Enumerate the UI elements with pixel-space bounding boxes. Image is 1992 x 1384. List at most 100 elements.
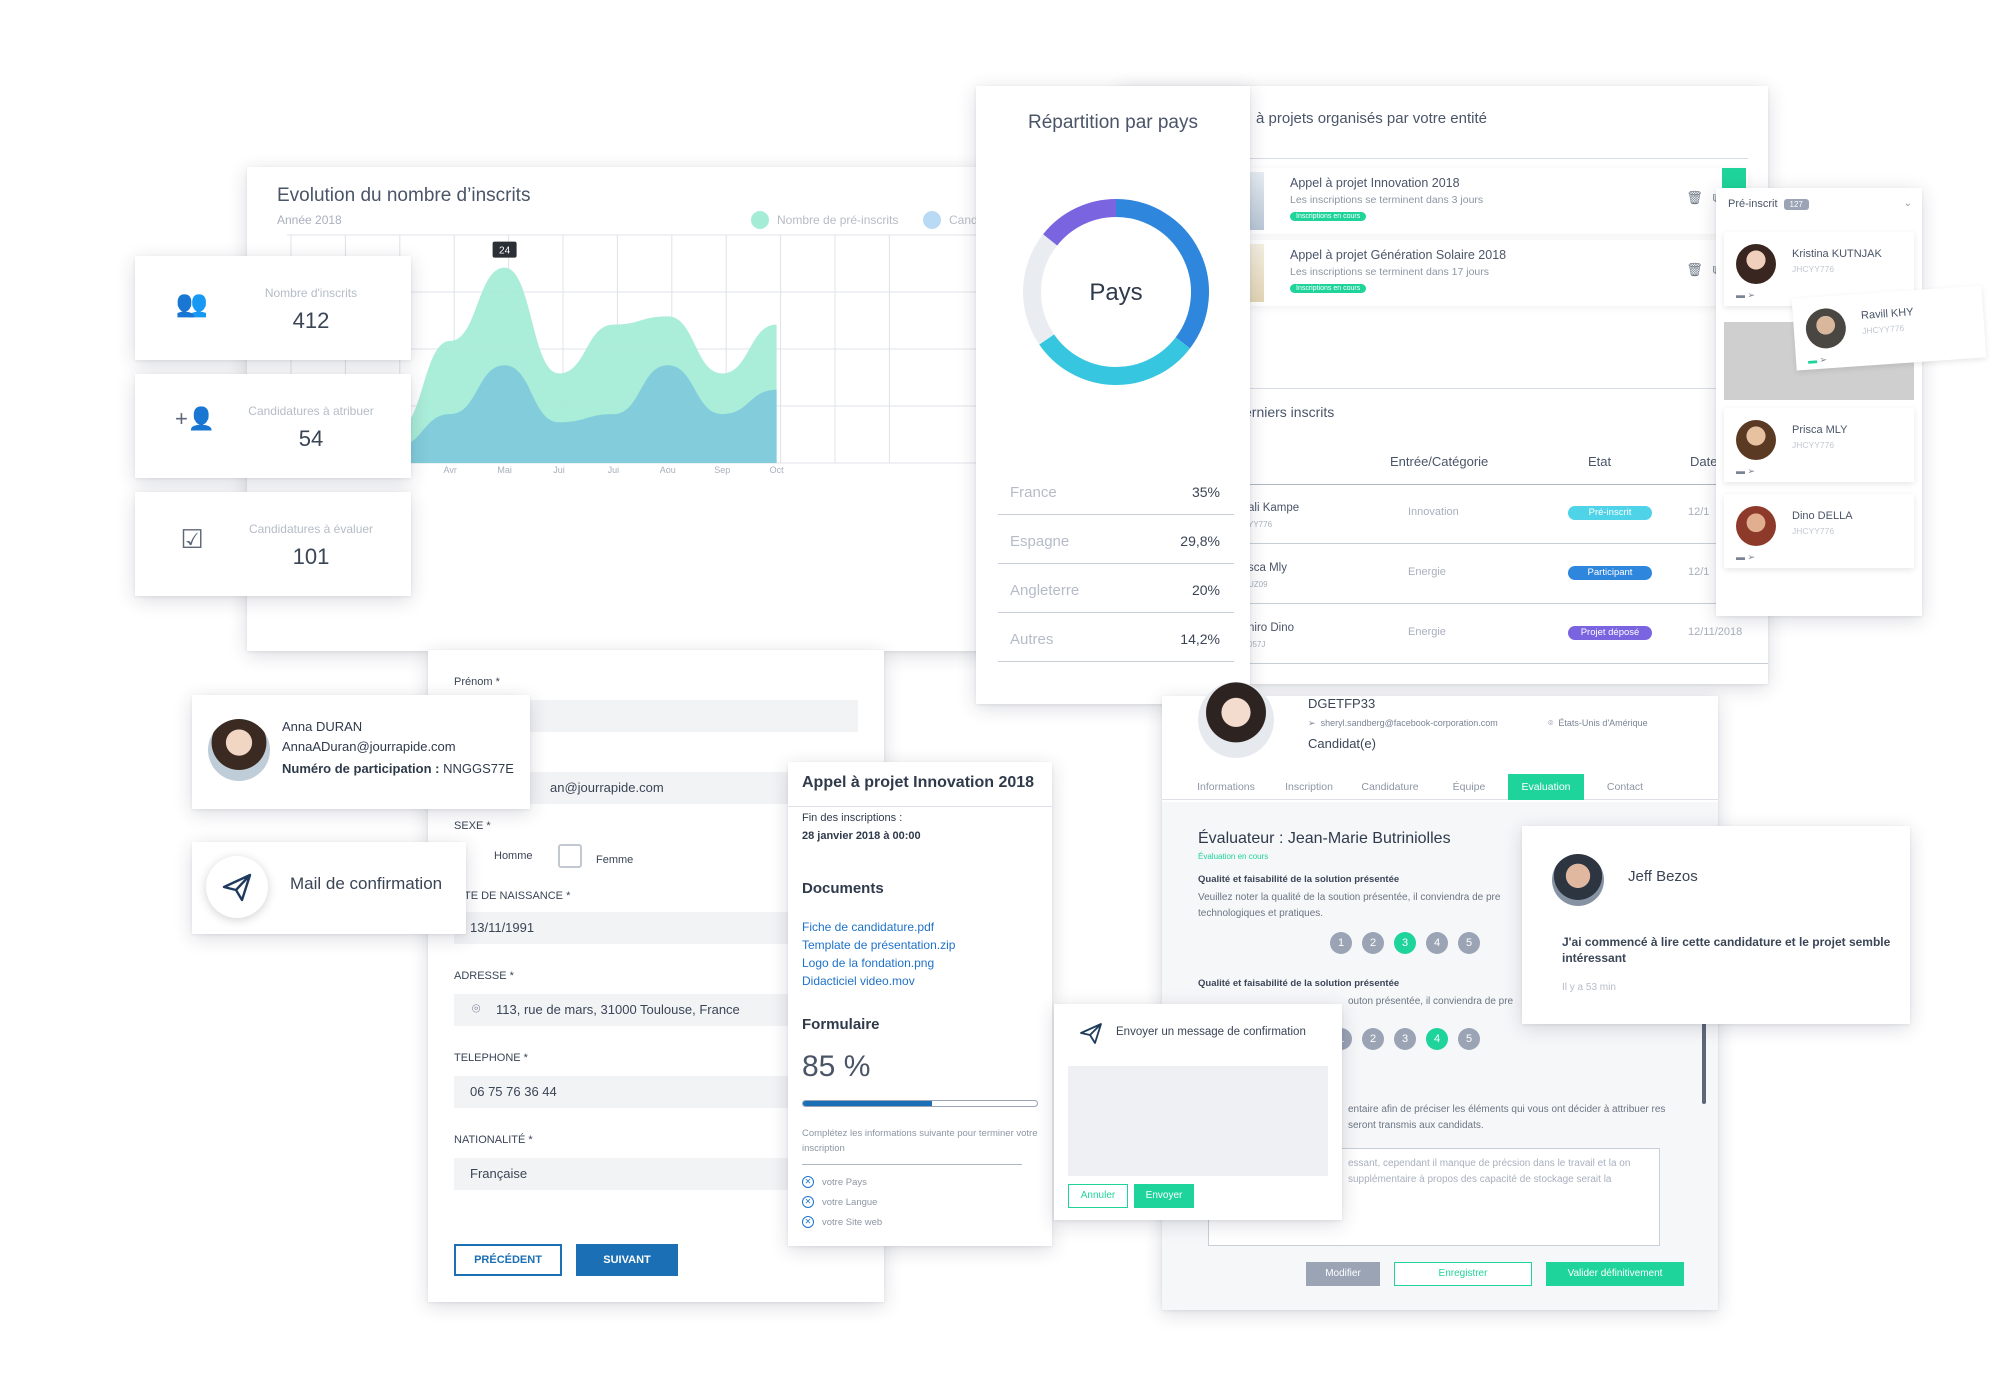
x-tick-label: Jui <box>608 465 620 475</box>
send-button[interactable]: Envoyer <box>1134 1184 1194 1208</box>
close-circle-icon: ✕ <box>802 1216 814 1228</box>
candidate-card[interactable]: Prisca MLY JHCYY776 ▬ ➢ <box>1724 408 1914 482</box>
tooltip-box <box>492 241 517 258</box>
candidate-card-dragging[interactable]: Ravill KHY JHCYY776 ▬ ➢ <box>1791 285 1987 371</box>
mail-confirmation-card[interactable]: Mail de confirmation <box>192 842 466 934</box>
country-name: Autres <box>1010 631 1054 648</box>
rating-option[interactable]: 4 <box>1426 932 1448 954</box>
project-deadline: Les inscriptions se terminent dans 17 jo… <box>1290 266 1490 278</box>
commenter-name: Jeff Bezos <box>1628 868 1698 885</box>
chat-icon[interactable]: ▬ <box>1736 290 1745 300</box>
close-circle-icon: ✕ <box>802 1176 814 1188</box>
send-icon-button[interactable] <box>206 856 268 918</box>
rating-option[interactable]: 5 <box>1458 1028 1480 1050</box>
validate-button[interactable]: Valider définitivement <box>1546 1262 1684 1286</box>
column-header-category[interactable]: Entrée/Catégorie <box>1390 454 1489 469</box>
requirement-label: votre Pays <box>822 1176 867 1188</box>
tab-evaluation[interactable]: Evaluation <box>1508 774 1584 800</box>
document-link[interactable]: Logo de la fondation.png <box>802 956 935 970</box>
rating-option[interactable]: 5 <box>1458 932 1480 954</box>
x-tick-label: Avr <box>444 465 457 475</box>
field-label: SEXE * <box>454 820 491 832</box>
chat-icon[interactable]: ▬ <box>1736 552 1745 562</box>
scrollbar[interactable] <box>1702 1014 1706 1104</box>
donut-center-label: Pays <box>1089 279 1142 306</box>
column-header-date[interactable]: Date <box>1690 454 1718 469</box>
requirement-item[interactable]: ✕ votre Site web <box>802 1216 882 1228</box>
next-button[interactable]: SUIVANT <box>576 1244 678 1276</box>
participation-value: NNGGS77E <box>443 761 514 776</box>
legend-item[interactable]: Nombre de pré-inscrits <box>751 211 898 229</box>
message-textarea[interactable] <box>1068 1066 1328 1176</box>
tab-equipe[interactable]: Équipe <box>1452 781 1486 793</box>
project-deadline: Les inscriptions se terminent dans 3 jou… <box>1290 194 1484 206</box>
tab-candidature[interactable]: Candidature <box>1361 781 1419 793</box>
rating-option[interactable]: 4 <box>1426 1028 1448 1050</box>
legend-item[interactable]: Cand <box>923 211 978 229</box>
table-row[interactable]: ali Kampe YY776 Innovation Pré-inscrit 1… <box>1248 486 1768 544</box>
kpi-label: Nombre d'inscrits <box>264 286 358 300</box>
kpi-value: 101 <box>292 544 330 569</box>
sidebar-filter[interactable]: Pré-inscrit 127 <box>1728 198 1809 210</box>
candidate-code: JHCYY776 <box>1792 264 1835 274</box>
field-label: ADRESSE * <box>454 970 514 982</box>
country-row: France 35% <box>998 466 1234 515</box>
country-name: Espagne <box>1010 533 1070 550</box>
femme-checkbox[interactable] <box>558 844 582 868</box>
tab-informations[interactable]: Informations <box>1197 781 1255 793</box>
previous-button[interactable]: PRÉCÉDENT <box>454 1244 562 1276</box>
close-circle-icon: ✕ <box>802 1196 814 1208</box>
send-icon[interactable]: ➢ <box>1819 354 1828 365</box>
rating-option[interactable]: 1 <box>1330 932 1352 954</box>
project-item-solaire[interactable]: Appel à projet Génération Solaire 2018 L… <box>1248 240 1748 306</box>
chat-icon[interactable]: ▬ <box>1807 355 1818 366</box>
kpi-card-attribuer[interactable]: +👤 Candidatures à atribuer 54 <box>135 374 411 478</box>
rating-option[interactable]: 3 <box>1394 932 1416 954</box>
send-icon[interactable]: ➢ <box>1747 552 1756 562</box>
candidate-location: ⌾ États-Unis d'Amérique <box>1548 718 1648 729</box>
field-label: NATIONALITÉ * <box>454 1134 533 1146</box>
chevron-down-icon[interactable]: ⌄ <box>1903 198 1912 209</box>
send-icon[interactable]: ➢ <box>1747 290 1756 300</box>
send-icon[interactable]: ➢ <box>1747 466 1756 476</box>
chat-icon[interactable]: ▬ <box>1736 466 1745 476</box>
document-link[interactable]: Template de présentation.zip <box>802 938 956 952</box>
candidate-name: Dino DELLA <box>1792 510 1853 522</box>
document-link[interactable]: Fiche de candidature.pdf <box>802 920 935 934</box>
kpi-card-inscrits[interactable]: 👥 Nombre d'inscrits 412 <box>135 256 411 360</box>
project-thumbnail <box>1248 172 1264 230</box>
avatar <box>1736 244 1776 284</box>
participation-label: Numéro de participation : <box>282 761 440 776</box>
table-row[interactable]: niro Dino 057J Energie Projet déposé 12/… <box>1248 606 1768 664</box>
location-text: États-Unis d'Amérique <box>1558 718 1648 728</box>
tab-inscription[interactable]: Inscription <box>1285 781 1333 793</box>
candidate-code: JHCYY776 <box>1792 526 1835 536</box>
candidate-role: Candidat(e) <box>1308 736 1376 751</box>
candidate-card[interactable]: Dino DELLA JHCYY776 ▬ ➢ <box>1724 494 1914 568</box>
requirement-item[interactable]: ✕ votre Pays <box>802 1176 867 1188</box>
row-category: Energie <box>1408 626 1446 638</box>
project-item-innovation[interactable]: Appel à projet Innovation 2018 Les inscr… <box>1248 168 1748 234</box>
trash-icon[interactable]: 🗑 <box>1686 190 1703 205</box>
rating-option[interactable]: 2 <box>1362 1028 1384 1050</box>
save-button[interactable]: Enregistrer <box>1394 1262 1532 1286</box>
trash-icon[interactable]: 🗑 <box>1686 262 1703 277</box>
kpi-card-evaluer[interactable]: ☑ Candidatures à évaluer 101 <box>135 492 411 596</box>
column-header-status[interactable]: Etat <box>1588 454 1612 469</box>
tooltip-label: 24 <box>499 246 511 257</box>
modify-button[interactable]: Modifier <box>1306 1262 1380 1286</box>
country-name: Angleterre <box>1010 582 1080 599</box>
comment-time: Il y a 53 min <box>1562 982 1616 993</box>
table-row[interactable]: sca Mly UZ09 Energie Participant 12/1 <box>1248 546 1768 604</box>
participant-email: AnnaADuran@jourrapide.com <box>282 739 456 754</box>
document-link[interactable]: Didacticiel video.mov <box>802 974 915 988</box>
cancel-button[interactable]: Annuler <box>1068 1184 1128 1208</box>
rating-option[interactable]: 3 <box>1394 1028 1416 1050</box>
divider <box>1248 158 1748 159</box>
requirement-item[interactable]: ✕ votre Langue <box>802 1196 877 1208</box>
status-badge: Projet déposé <box>1568 626 1652 640</box>
rating-option[interactable]: 2 <box>1362 932 1384 954</box>
series-area-1 <box>287 365 777 463</box>
confirmation-message-card: Envoyer un message de confirmation Annul… <box>1054 1004 1342 1220</box>
tab-contact[interactable]: Contact <box>1606 781 1644 793</box>
